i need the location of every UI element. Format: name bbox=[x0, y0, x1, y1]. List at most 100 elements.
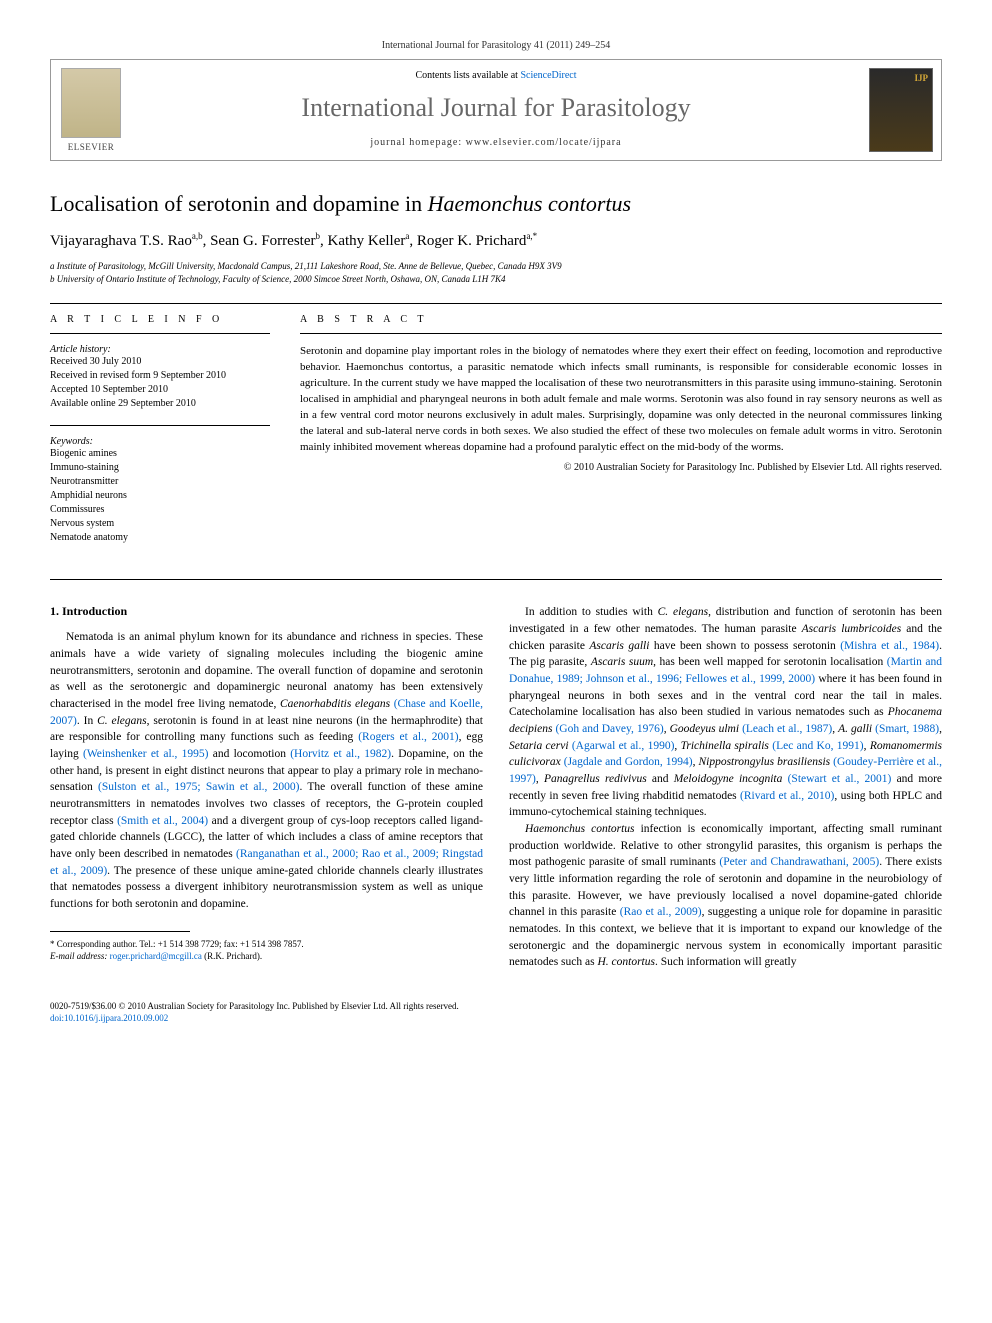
divider-top bbox=[50, 303, 942, 304]
citation-link[interactable]: (Goh and Davey, 1976) bbox=[555, 723, 663, 735]
kw6: Nervous system bbox=[50, 517, 270, 531]
t: . The presence of these unique amine-gat… bbox=[50, 865, 483, 910]
t: C. elegans bbox=[658, 606, 708, 618]
journal-header-box: ELSEVIER Contents lists available at Sci… bbox=[50, 59, 942, 161]
t: . In bbox=[77, 715, 97, 727]
accepted: Accepted 10 September 2010 bbox=[50, 383, 270, 397]
citation-link[interactable]: (Agarwal et al., 1990) bbox=[572, 740, 675, 752]
citation-link[interactable]: (Jagdale and Gordon, 1994) bbox=[564, 756, 693, 768]
citation-link[interactable]: (Rao et al., 2009) bbox=[620, 906, 702, 918]
email-line: E-mail address: roger.prichard@mcgill.ca… bbox=[50, 950, 483, 963]
citation-link[interactable]: (Smith et al., 2004) bbox=[117, 815, 208, 827]
sciencedirect-link[interactable]: ScienceDirect bbox=[520, 70, 576, 81]
citation-link[interactable]: (Mishra et al., 1984) bbox=[840, 640, 939, 652]
t: Caenorhabditis elegans bbox=[280, 698, 394, 710]
authors-line: Vijayaraghava T.S. Raoa,b, Sean G. Forre… bbox=[50, 231, 942, 250]
info-abstract-row: A R T I C L E I N F O Article history: R… bbox=[50, 314, 942, 559]
abstract-heading: A B S T R A C T bbox=[300, 314, 942, 325]
footer-doi[interactable]: doi:10.1016/j.ijpara.2010.09.002 bbox=[50, 1013, 942, 1025]
t: Ascaris lumbricoides bbox=[802, 623, 902, 635]
article-title: Localisation of serotonin and dopamine i… bbox=[50, 191, 942, 217]
online: Available online 29 September 2010 bbox=[50, 397, 270, 411]
homepage-prefix: journal homepage: bbox=[370, 137, 465, 148]
journal-reference: International Journal for Parasitology 4… bbox=[50, 40, 942, 51]
citation-link[interactable]: (Leach et al., 1987) bbox=[742, 723, 832, 735]
t: Ascaris galli bbox=[589, 640, 649, 652]
kw1: Biogenic amines bbox=[50, 447, 270, 461]
t: A. galli bbox=[838, 723, 875, 735]
t: and locomotion bbox=[208, 748, 290, 760]
kw2: Immuno-staining bbox=[50, 461, 270, 475]
page-container: International Journal for Parasitology 4… bbox=[0, 0, 992, 1064]
t: and bbox=[647, 773, 674, 785]
citation-link[interactable]: (Rivard et al., 2010) bbox=[740, 790, 834, 802]
author-2: , Sean G. Forrester bbox=[203, 233, 316, 249]
keywords-head: Keywords: bbox=[50, 436, 270, 447]
t: . Such information will greatly bbox=[655, 956, 797, 968]
citation-link[interactable]: (Weinshenker et al., 1995) bbox=[83, 748, 208, 760]
citation-link[interactable]: (Lec and Ko, 1991) bbox=[772, 740, 863, 752]
cover-thumb-block bbox=[861, 60, 941, 160]
abstract-text: Serotonin and dopamine play important ro… bbox=[300, 344, 942, 456]
t: Nippostrongylus brasiliensis bbox=[698, 756, 833, 768]
header-center: Contents lists available at ScienceDirec… bbox=[131, 60, 861, 160]
homepage-url[interactable]: www.elsevier.com/locate/ijpara bbox=[466, 137, 622, 148]
footer-copyright: 0020-7519/$36.00 © 2010 Australian Socie… bbox=[50, 1001, 942, 1013]
col1-text: Nematoda is an animal phylum known for i… bbox=[50, 629, 483, 912]
left-column: 1. Introduction Nematoda is an animal ph… bbox=[50, 604, 483, 971]
author-1: Vijayaraghava T.S. Rao bbox=[50, 233, 192, 249]
affil-a: a Institute of Parasitology, McGill Univ… bbox=[50, 260, 942, 273]
title-species: Haemonchus contortus bbox=[428, 191, 631, 216]
divider-bottom bbox=[50, 579, 942, 580]
email-suffix: (R.K. Prichard). bbox=[202, 951, 262, 961]
t: Goodeyus ulmi bbox=[670, 723, 742, 735]
t: have been shown to possess serotonin bbox=[649, 640, 840, 652]
citation-link[interactable]: (Peter and Chandrawathani, 2005) bbox=[719, 856, 879, 868]
affil-b: b University of Ontario Institute of Tec… bbox=[50, 273, 942, 286]
abstract-divider bbox=[300, 333, 942, 334]
kw3: Neurotransmitter bbox=[50, 475, 270, 489]
title-text: Localisation of serotonin and dopamine i… bbox=[50, 191, 428, 216]
elsevier-tree-icon bbox=[61, 68, 121, 138]
t: , bbox=[939, 723, 942, 735]
corresponding-author: * Corresponding author. Tel.: +1 514 398… bbox=[50, 938, 483, 951]
contents-line: Contents lists available at ScienceDirec… bbox=[131, 70, 861, 81]
keywords-block: Keywords: Biogenic amines Immuno-stainin… bbox=[50, 436, 270, 545]
citation-link[interactable]: (Stewart et al., 2001) bbox=[788, 773, 892, 785]
history-block: Article history: Received 30 July 2010 R… bbox=[50, 344, 270, 411]
t: In addition to studies with bbox=[525, 606, 658, 618]
publisher-label: ELSEVIER bbox=[68, 142, 115, 152]
t: H. contortus bbox=[597, 956, 655, 968]
abstract-copyright: © 2010 Australian Society for Parasitolo… bbox=[300, 462, 942, 473]
info-heading: A R T I C L E I N F O bbox=[50, 314, 270, 325]
page-footer: 0020-7519/$36.00 © 2010 Australian Socie… bbox=[50, 1001, 942, 1024]
t: , has been well mapped for serotonin loc… bbox=[653, 656, 887, 668]
citation-link[interactable]: (Horvitz et al., 1982) bbox=[290, 748, 391, 760]
kw4: Amphidial neurons bbox=[50, 489, 270, 503]
publisher-block: ELSEVIER bbox=[51, 60, 131, 160]
author-4: , Roger K. Prichard bbox=[409, 233, 526, 249]
citation-link[interactable]: (Smart, 1988) bbox=[875, 723, 939, 735]
email-link[interactable]: roger.prichard@mcgill.ca bbox=[110, 951, 202, 961]
t: C. elegans bbox=[97, 715, 147, 727]
section-1-heading: 1. Introduction bbox=[50, 604, 483, 619]
footnote-block: * Corresponding author. Tel.: +1 514 398… bbox=[50, 938, 483, 963]
author-3: , Kathy Keller bbox=[320, 233, 405, 249]
history-head: Article history: bbox=[50, 344, 270, 355]
t: Ascaris suum bbox=[591, 656, 653, 668]
t: Setaria cervi bbox=[509, 740, 572, 752]
revised: Received in revised form 9 September 201… bbox=[50, 369, 270, 383]
footnote-divider bbox=[50, 931, 190, 932]
kw7: Nematode anatomy bbox=[50, 531, 270, 545]
abstract-col: A B S T R A C T Serotonin and dopamine p… bbox=[300, 314, 942, 559]
author-4-sup: a,* bbox=[526, 231, 537, 241]
citation-link[interactable]: (Sulston et al., 1975; Sawin et al., 200… bbox=[98, 781, 299, 793]
t: Meloidogyne incognita bbox=[674, 773, 788, 785]
journal-cover-icon bbox=[869, 68, 933, 152]
body-columns: 1. Introduction Nematoda is an animal ph… bbox=[50, 604, 942, 971]
article-info-col: A R T I C L E I N F O Article history: R… bbox=[50, 314, 270, 559]
col2-text: In addition to studies with C. elegans , … bbox=[509, 604, 942, 971]
t: Panagrellus redivivus bbox=[544, 773, 647, 785]
citation-link[interactable]: (Rogers et al., 2001) bbox=[358, 731, 458, 743]
t: Trichinella spiralis bbox=[681, 740, 773, 752]
